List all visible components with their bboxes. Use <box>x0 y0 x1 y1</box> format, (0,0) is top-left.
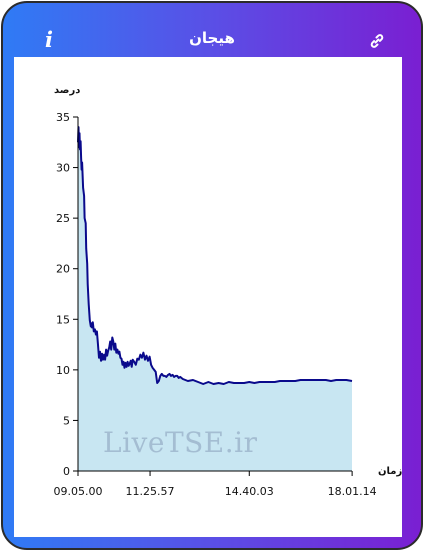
card-title: هیجان <box>189 29 235 47</box>
y-tick-label: 35 <box>56 111 70 124</box>
y-tick-label: 15 <box>56 313 70 326</box>
emotion-chart: 0 5 10 15 20 25 30 35 09.05.00 11.25.57 14.40.03 18… <box>54 85 403 498</box>
card-header: i هیجان <box>3 3 421 57</box>
y-tick-label: 5 <box>63 414 70 427</box>
y-tick-label: 10 <box>56 364 70 377</box>
y-tick-label: 25 <box>56 212 70 225</box>
series-line <box>77 126 353 385</box>
y-tick-label: 30 <box>56 162 70 175</box>
y-tick-label: 20 <box>56 263 70 276</box>
y-tick-label: 0 <box>63 465 70 478</box>
watermark: LiveTSE.ir <box>103 426 258 459</box>
x-tick-label: 11.25.57 <box>126 485 175 498</box>
chart-panel: 0 5 10 15 20 25 30 35 09.05.00 11.25.57 14.40.03 18… <box>14 57 402 537</box>
x-tick-label: 14.40.03 <box>225 485 274 498</box>
area-fill <box>78 127 352 471</box>
x-tick-label: 18.01.14 <box>328 485 377 498</box>
emotion-card: i هیجان 0 5 10 15 20 25 30 35 09.05.00 11.25.57 14… <box>1 1 423 550</box>
link-icon[interactable] <box>369 33 385 49</box>
x-axis-title: زمان <box>378 466 402 477</box>
y-axis-title: درصد <box>54 85 80 96</box>
info-icon[interactable]: i <box>45 27 53 52</box>
x-tick-label: 09.05.00 <box>54 485 103 498</box>
